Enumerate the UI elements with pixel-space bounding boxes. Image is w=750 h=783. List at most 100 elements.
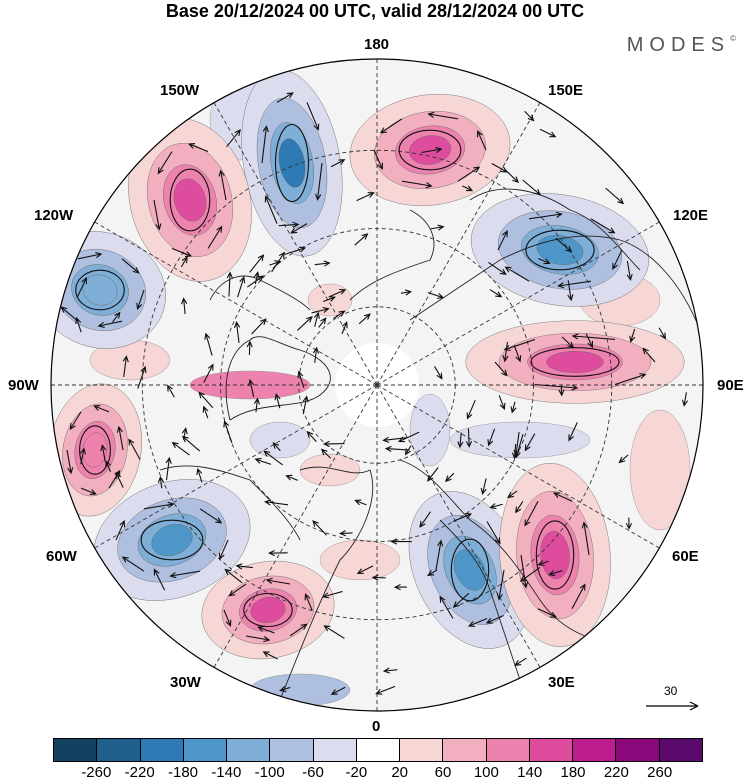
wind-arrow	[497, 230, 508, 251]
wind-arrow	[313, 311, 320, 327]
meridian-line	[213, 384, 378, 668]
streamline-loop	[535, 520, 575, 590]
colorbar-level-label: 220	[603, 764, 629, 781]
streamline-loop	[398, 129, 462, 171]
colorbar-swatch	[529, 739, 574, 761]
wind-arrow	[538, 258, 551, 265]
wind-arrow	[75, 316, 82, 333]
wind-arrow	[612, 249, 623, 270]
colorbar-level-label: 260	[647, 764, 673, 781]
wind-arrow	[115, 471, 124, 488]
wind-arrow	[302, 395, 309, 415]
wind-arrow	[539, 128, 557, 138]
colorbar-swatch	[486, 739, 530, 761]
lon-label-120w: 120W	[34, 207, 74, 224]
wind-arrow	[590, 218, 616, 234]
wind-arrow	[226, 129, 241, 148]
colorbar-level-label: 100	[473, 764, 499, 781]
wind-arrow	[218, 539, 229, 560]
coastline	[469, 188, 641, 271]
wind-arrow	[513, 345, 522, 363]
colorbar-level-label: -220	[124, 764, 155, 781]
coastline	[439, 519, 521, 681]
wind-arrow	[100, 444, 107, 462]
wind-arrow	[274, 393, 281, 409]
colorbar-level-label: 20	[391, 764, 408, 781]
wind-arrow	[341, 321, 348, 335]
coastline	[225, 336, 331, 421]
wind-arrow	[487, 428, 496, 447]
wind-arrow	[279, 686, 291, 692]
colorbar-swatch	[659, 739, 702, 761]
colorbar-swatch	[616, 739, 660, 761]
wind-arrow	[296, 315, 313, 331]
positive-anomaly	[82, 432, 108, 468]
wind-arrow	[285, 474, 299, 481]
wind-arrow	[400, 289, 413, 296]
wind-arrow	[112, 311, 121, 323]
wind-arrow	[246, 340, 253, 355]
wind-arrow	[439, 595, 454, 619]
wind-arrow	[128, 438, 141, 460]
minor-anomaly-patch	[449, 421, 591, 459]
wind-arrow	[245, 635, 271, 643]
wind-arrow	[354, 233, 369, 246]
colorbar-swatch	[270, 739, 314, 761]
minor-anomaly-patch	[249, 421, 311, 459]
wind-arrow	[354, 499, 367, 506]
colorbar-swatch	[356, 739, 401, 761]
streamline-loop	[450, 538, 490, 602]
wind-arrow	[390, 538, 412, 545]
wind-arrow	[466, 399, 476, 420]
wind-arrow	[404, 445, 412, 456]
meridian-line	[376, 384, 660, 549]
wind-arrow	[267, 549, 288, 557]
wind-arrow	[224, 568, 243, 584]
positive-anomaly	[173, 178, 207, 222]
wind-arrow	[397, 431, 420, 443]
wind-arrow	[235, 563, 253, 570]
wind-arrow	[237, 276, 246, 298]
streamline-loop	[140, 519, 204, 561]
wind-arrow	[504, 266, 530, 282]
wind-arrow	[312, 520, 328, 536]
wind-arrow	[254, 457, 272, 465]
wind-arrow	[452, 513, 473, 523]
wind-arrow	[514, 657, 527, 666]
wind-arrow	[629, 328, 636, 343]
colorbar-swatch	[54, 739, 98, 761]
wind-arrow	[462, 185, 474, 192]
colorbar-swatch	[183, 739, 228, 761]
minor-anomaly-patch	[307, 283, 353, 317]
wind-arrow	[548, 570, 563, 577]
wind-arrow	[76, 277, 87, 298]
wind-arrow	[263, 450, 283, 466]
wind-arrow	[157, 475, 165, 489]
wind-arrow	[311, 306, 330, 314]
negative-anomaly	[536, 235, 584, 265]
wind-arrow	[115, 520, 126, 541]
wind-streamlines	[55, 92, 689, 695]
wind-arrow	[555, 237, 573, 253]
wind-arrow	[561, 336, 575, 349]
colorbar-level-label: 140	[517, 764, 543, 781]
wind-arrow	[605, 187, 625, 205]
lon-label-0: 0	[372, 718, 381, 735]
wind-arrow	[485, 614, 504, 624]
wind-arrow	[116, 425, 124, 451]
brand-logo: MODES©	[627, 34, 736, 57]
wind-arrow	[304, 593, 313, 611]
wind-arrow	[519, 567, 541, 582]
wind-arrow	[121, 258, 140, 274]
wind-arrow	[318, 317, 327, 328]
wind-arrow	[290, 223, 308, 234]
wind-arrow	[524, 501, 539, 527]
lon-label-150e: 150E	[548, 82, 584, 99]
wind-arrow	[567, 280, 574, 302]
wind-arrow	[614, 373, 647, 386]
wind-arrow	[97, 320, 123, 328]
wind-arrow	[314, 260, 331, 267]
wind-arrow	[642, 347, 656, 363]
colorbar-swatch	[573, 739, 617, 761]
wind-arrow	[171, 247, 193, 257]
